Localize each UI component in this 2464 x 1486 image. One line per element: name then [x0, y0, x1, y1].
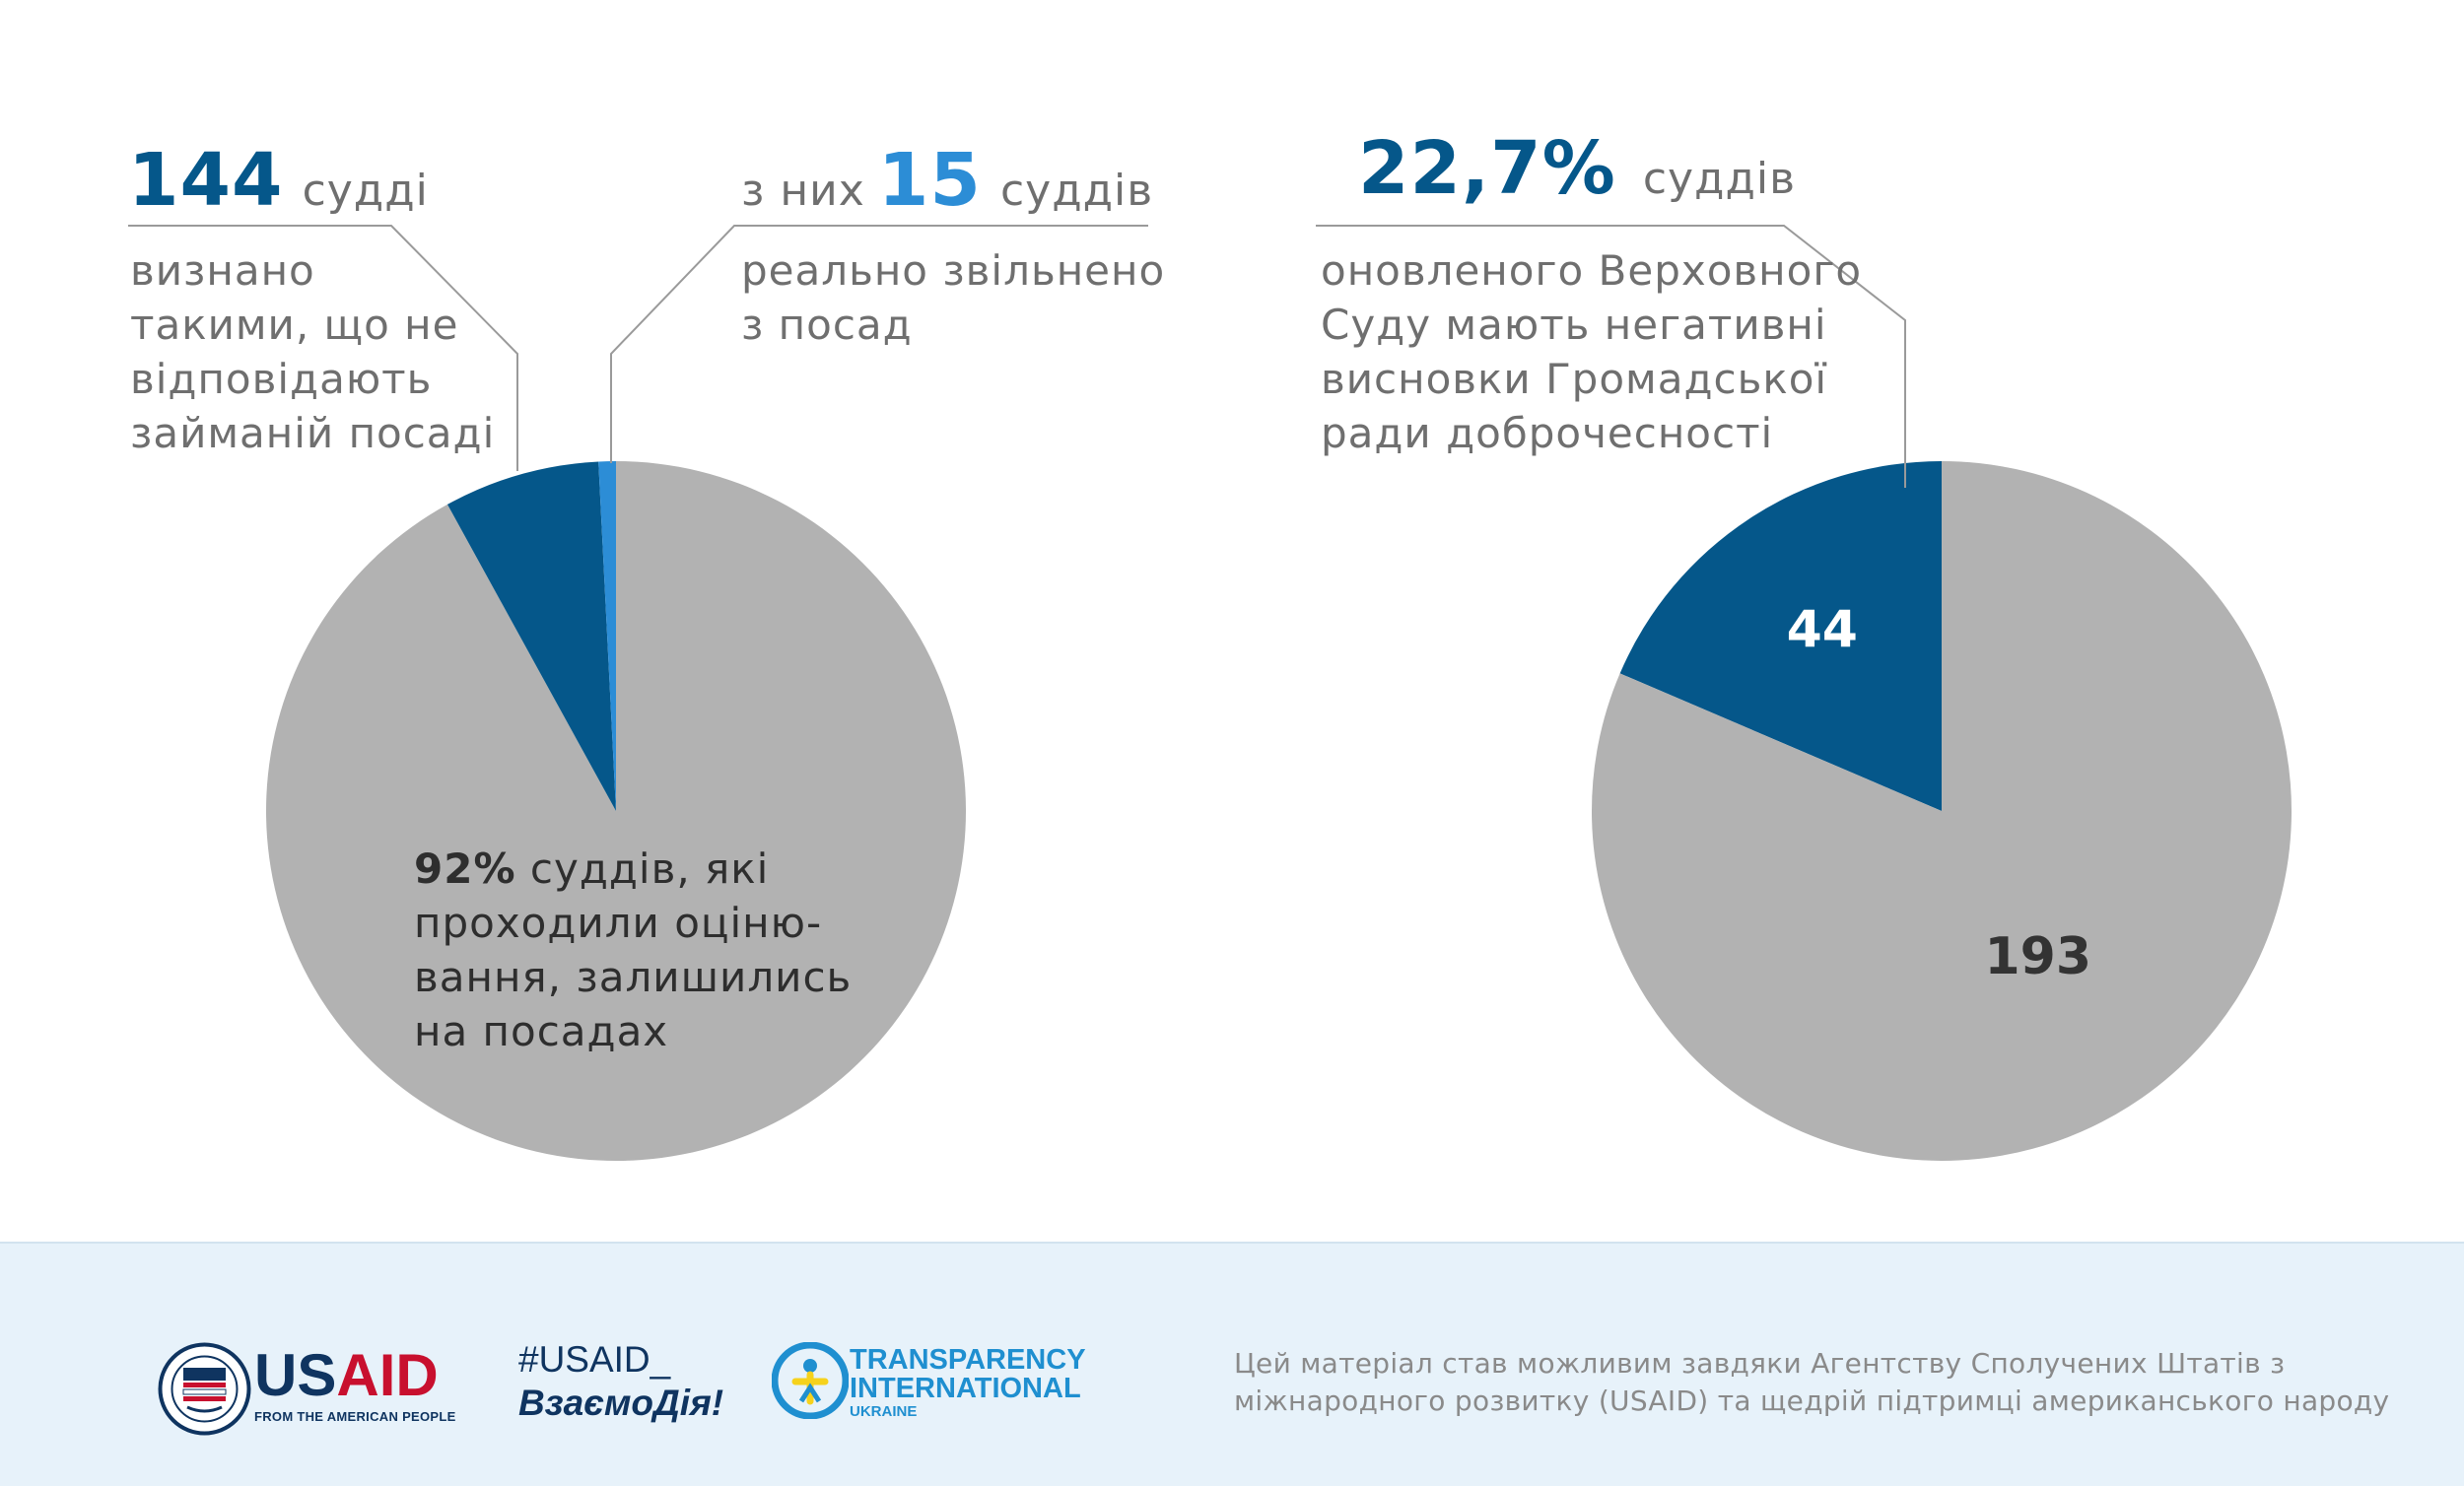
ti-wordmark: TRANSPARENCY INTERNATIONAL UKRAINE: [850, 1346, 1086, 1421]
ti-line-1: TRANSPARENCY: [850, 1344, 1086, 1376]
callout-144-line: займаній посаді: [130, 409, 496, 457]
pie-charts-svg: 44 193: [128, 225, 2293, 1161]
pie-chart-left: [266, 461, 967, 1161]
inner-line: проходили оціню-: [414, 899, 823, 947]
hashtag-block: #USAID_ ВзаємоДія!: [518, 1338, 723, 1425]
callout-15-unit: суддів: [999, 166, 1154, 216]
usaid-us: US: [254, 1342, 337, 1408]
leader-line-15: [610, 225, 1148, 463]
callout-15-number: 15: [877, 138, 982, 223]
pie-left-inner-label: 92% суддів, які проходили оціню- вання, …: [414, 842, 852, 1058]
callout-144-header: 144 судді: [128, 138, 429, 223]
disclaimer-line-2: міжнародного розвитку (USAID) та щедрій …: [1234, 1385, 2390, 1417]
callout-22-7-line: Суду мають негативні: [1321, 301, 1827, 349]
callout-15-line: з посад: [741, 301, 913, 349]
callout-22-7-line: оновленого Верховного: [1321, 246, 1863, 295]
leader-line-144: [128, 225, 518, 471]
funding-disclaimer: Цей матеріал став можливим завдяки Агент…: [1234, 1345, 2389, 1420]
callout-144-number: 144: [128, 138, 284, 223]
usaid-tagline: FROM THE AMERICAN PEOPLE: [254, 1409, 456, 1424]
footer: USAID FROM THE AMERICAN PEOPLE #USAID_ В…: [0, 1242, 2464, 1486]
leader-lines: [128, 225, 1906, 488]
pie-chart-right: 44 193: [1592, 461, 2293, 1161]
callout-22-7-header: 22,7% суддів: [1358, 126, 1796, 211]
callout-15-prefix: з них: [741, 166, 865, 216]
ti-line-2: INTERNATIONAL: [850, 1373, 1081, 1404]
ti-line-3: UKRAINE: [850, 1403, 918, 1420]
pie-right-slice-0: [1619, 461, 1942, 811]
usaid-aid: AID: [336, 1342, 439, 1408]
hashtag-line-2-text: ВзаємоДія!: [518, 1383, 724, 1423]
callout-22-7-line: ради доброчесності: [1321, 409, 1774, 457]
callout-15-header: з них 15 суддів: [741, 138, 1153, 223]
callout-144-line: визнано: [130, 246, 315, 295]
callout-22-7-text: оновленого Верховного Суду мають негатив…: [1321, 243, 1862, 460]
inner-line: на посадах: [414, 1007, 669, 1055]
callout-144-unit: судді: [302, 166, 429, 216]
callout-22-7-unit: суддів: [1642, 154, 1797, 204]
pie-right-slice-label-1: 193: [1984, 927, 2091, 986]
hashtag-line-2: ВзаємоДія!: [518, 1382, 723, 1425]
pie-right-slice-label-0: 44: [1787, 600, 1858, 659]
charts-area: 44 193 144 судді визнано такими, що не ві…: [128, 126, 2293, 1161]
callout-22-7-line: висновки Громадської: [1321, 355, 1828, 403]
inner-line: вання, залишились: [414, 953, 853, 1001]
leader-line-22-7: [1316, 225, 1906, 488]
transparency-international-icon: [771, 1341, 850, 1420]
callout-144-line: відповідають: [130, 355, 433, 403]
callout-144-text: визнано такими, що не відповідають займа…: [130, 243, 495, 460]
callout-144-line: такими, що не: [130, 301, 459, 349]
pie-left-slice-1: [446, 461, 616, 811]
inner-line-1: суддів, які: [529, 844, 770, 893]
usaid-wordmark: USAID: [254, 1346, 439, 1405]
usaid-seal-icon: [158, 1342, 251, 1436]
pie-left-slice-2: [598, 461, 616, 811]
callout-15-text: реально звільнено з посад: [741, 243, 1165, 352]
inner-percent: 92%: [414, 844, 516, 893]
callout-15-line: реально звільнено: [741, 246, 1166, 295]
callout-22-7-number: 22,7%: [1358, 126, 1616, 211]
disclaimer-line-1: Цей матеріал став можливим завдяки Агент…: [1234, 1347, 2286, 1380]
hashtag-line-1: #USAID_: [518, 1339, 671, 1380]
pie-right-slice-1: [1592, 461, 2293, 1161]
